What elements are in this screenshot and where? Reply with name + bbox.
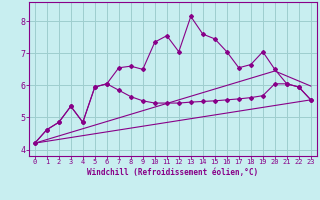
X-axis label: Windchill (Refroidissement éolien,°C): Windchill (Refroidissement éolien,°C) (87, 168, 258, 177)
